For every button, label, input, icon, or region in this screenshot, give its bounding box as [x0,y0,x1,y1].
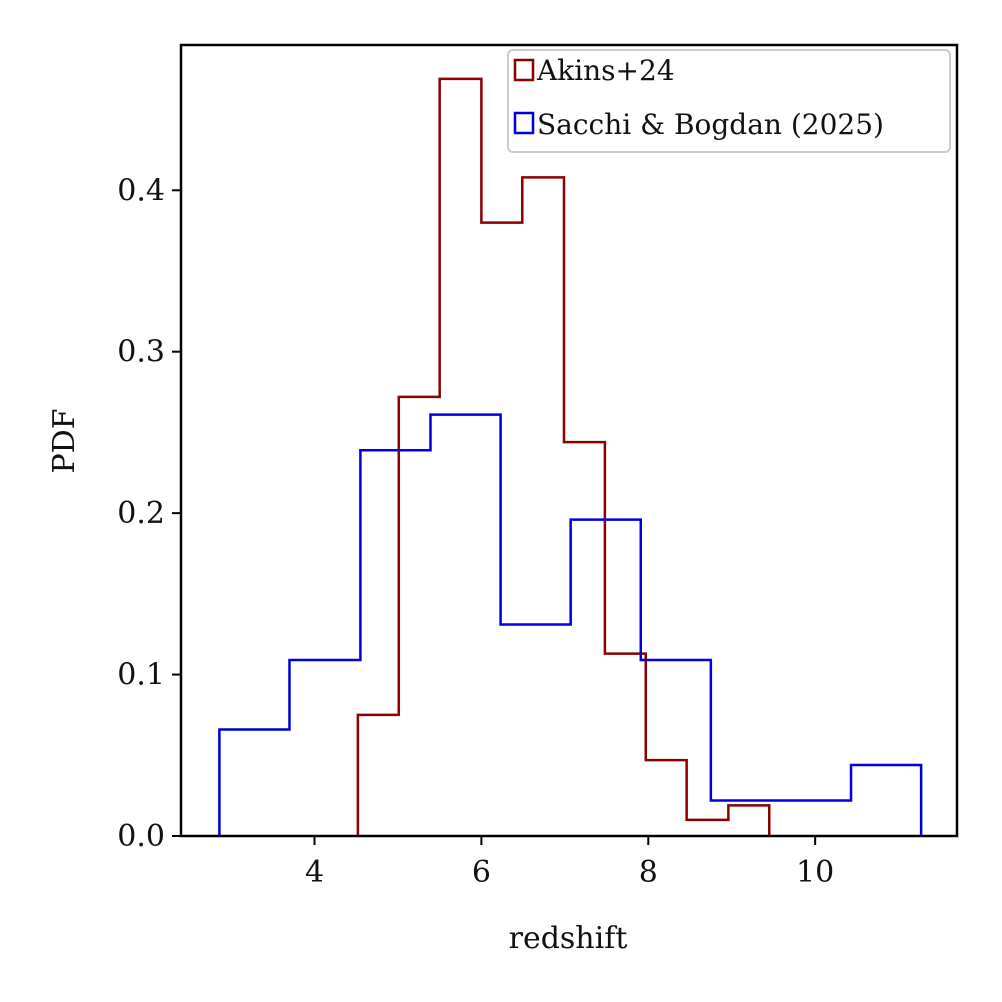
plot-frame [179,43,959,838]
x-axis-title: redshift [509,921,628,956]
y-tick-label: 0.0 [117,819,165,854]
legend-box [507,49,951,153]
y-axis-title: PDF [47,408,82,473]
y-tick-label: 0.2 [117,496,165,531]
legend-swatch-akins [513,58,535,82]
legend-swatch-sacchi-bogdan [513,111,535,135]
legend-label-sacchi-bogdan: Sacchi & Bogdan (2025) [537,108,884,141]
x-tick-label: 8 [639,855,658,890]
series-1-step-outline [218,413,923,836]
y-tick-label: 0.4 [117,173,165,208]
legend: Akins+24 Sacchi & Bogdan (2025) [507,49,951,153]
x-axis-ticks: 4 6 8 10 [305,836,834,890]
y-axis-ticks: 0.0 0.1 0.2 0.3 0.4 [117,173,181,854]
x-tick-label: 6 [472,855,491,890]
x-tick-label: 10 [796,855,834,890]
y-tick-label: 0.1 [117,658,165,693]
series-layer [218,77,923,836]
y-tick-label: 0.3 [117,335,165,370]
x-tick-label: 4 [305,855,324,890]
legend-label-akins: Akins+24 [536,54,675,87]
series-0-step-outline [356,77,771,836]
